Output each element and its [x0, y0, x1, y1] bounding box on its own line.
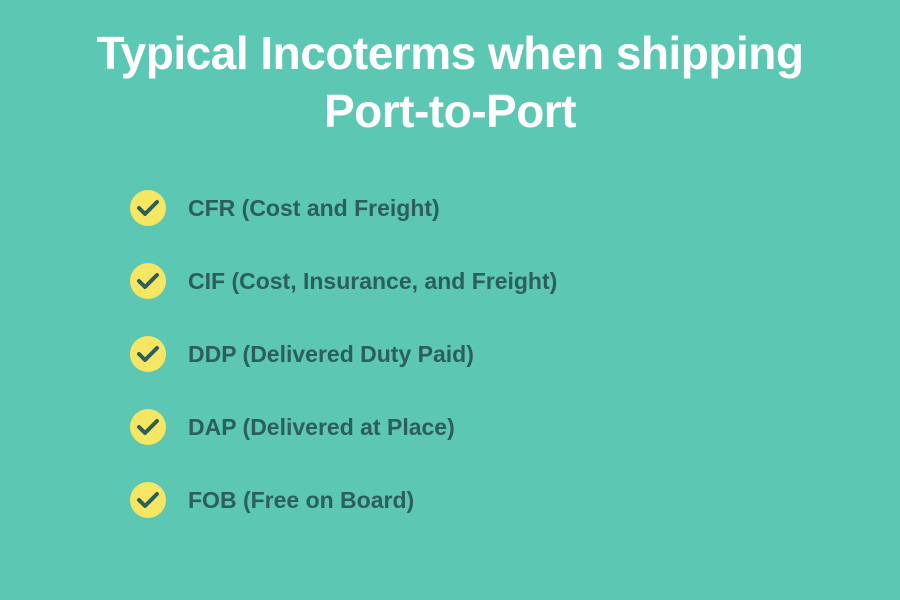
list-item: DDP (Delivered Duty Paid) [130, 336, 810, 372]
list-item-label: DDP (Delivered Duty Paid) [188, 341, 474, 368]
check-icon [130, 190, 166, 226]
list-item: FOB (Free on Board) [130, 482, 810, 518]
list-item: CFR (Cost and Freight) [130, 190, 810, 226]
check-icon [130, 482, 166, 518]
incoterms-list: CFR (Cost and Freight) CIF (Cost, Insura… [90, 190, 810, 518]
check-icon [130, 336, 166, 372]
list-item-label: CIF (Cost, Insurance, and Freight) [188, 268, 557, 295]
check-icon [130, 409, 166, 445]
list-item-label: FOB (Free on Board) [188, 487, 414, 514]
list-item: CIF (Cost, Insurance, and Freight) [130, 263, 810, 299]
list-item-label: CFR (Cost and Freight) [188, 195, 440, 222]
list-item-label: DAP (Delivered at Place) [188, 414, 455, 441]
list-item: DAP (Delivered at Place) [130, 409, 810, 445]
page-title: Typical Incoterms when shipping Port-to-… [90, 25, 810, 140]
check-icon [130, 263, 166, 299]
